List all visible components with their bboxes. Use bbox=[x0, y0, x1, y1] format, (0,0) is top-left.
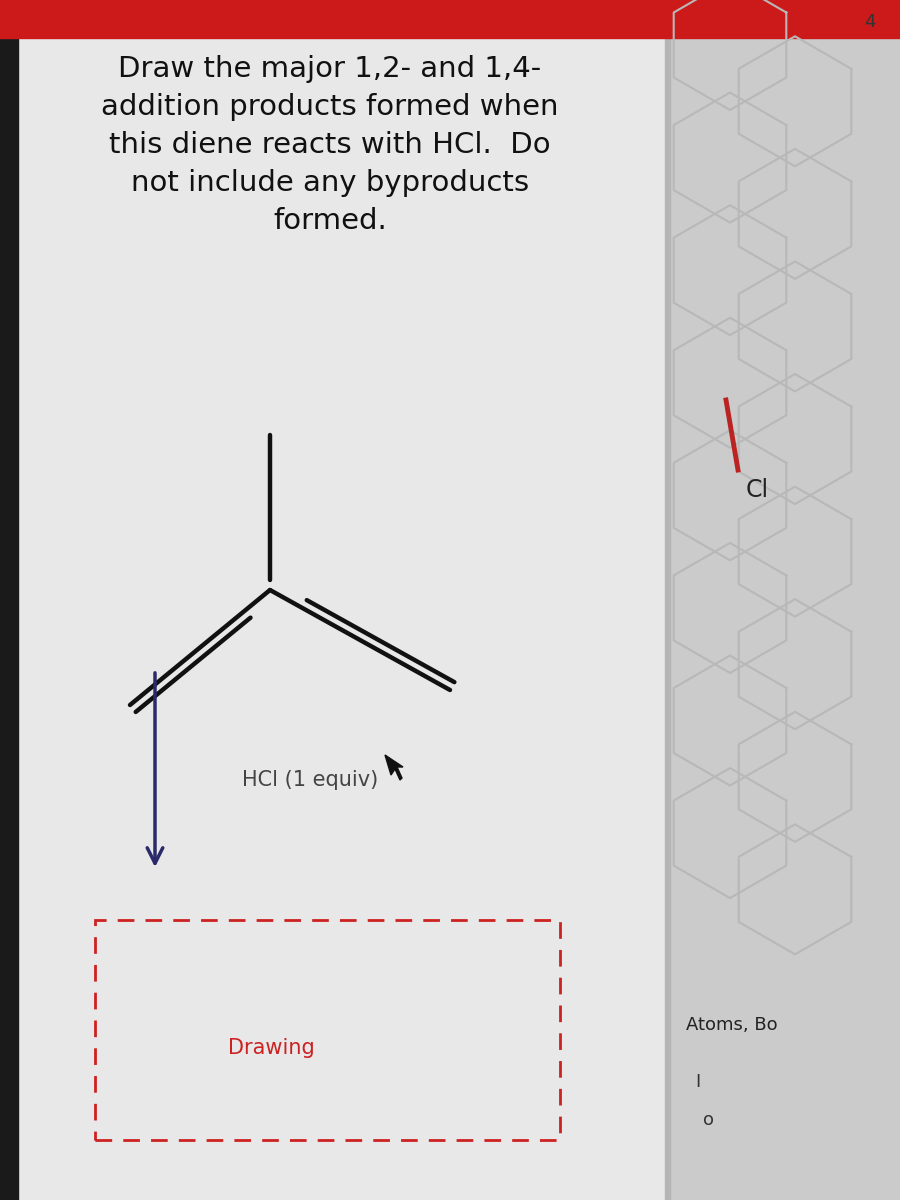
Bar bbox=[668, 0, 900, 1200]
Text: o: o bbox=[703, 1111, 714, 1129]
Text: Drawing: Drawing bbox=[229, 1038, 315, 1057]
Bar bbox=[665, 0, 670, 1200]
Text: I: I bbox=[695, 1073, 700, 1091]
Bar bbox=[0, 0, 18, 1200]
Bar bbox=[0, 0, 900, 38]
Text: not include any byproducts: not include any byproducts bbox=[130, 169, 529, 197]
Text: Cl: Cl bbox=[746, 478, 769, 502]
Bar bbox=[95, 920, 560, 1140]
Text: this diene reacts with HCl.  Do: this diene reacts with HCl. Do bbox=[109, 131, 551, 158]
Text: Atoms, Bo: Atoms, Bo bbox=[686, 1016, 778, 1034]
Text: Draw the major 1,2- and 1,4-: Draw the major 1,2- and 1,4- bbox=[119, 55, 542, 83]
Text: 4: 4 bbox=[864, 13, 876, 31]
Polygon shape bbox=[385, 755, 403, 780]
Text: formed.: formed. bbox=[273, 206, 387, 235]
Text: HCl (1 equiv): HCl (1 equiv) bbox=[242, 770, 378, 790]
Text: addition products formed when: addition products formed when bbox=[101, 92, 559, 121]
